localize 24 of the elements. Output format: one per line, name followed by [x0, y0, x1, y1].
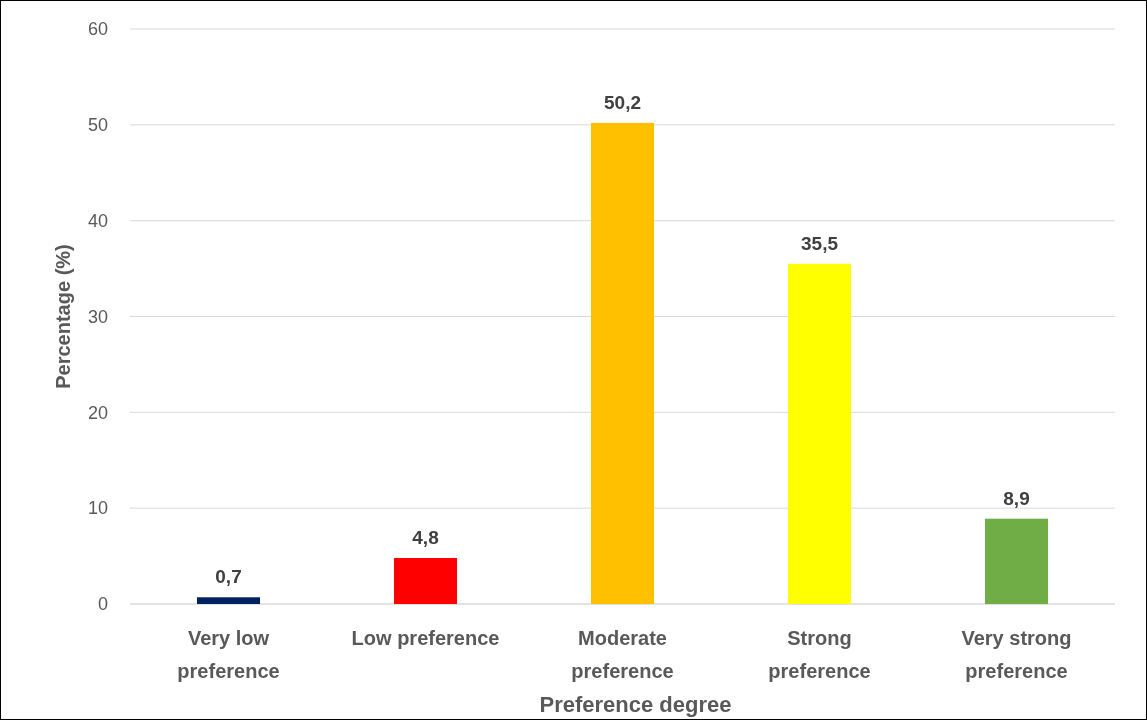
data-label: 0,7 — [215, 566, 242, 588]
y-axis-title: Percentage (%) — [52, 244, 74, 389]
y-tick-label: 30 — [87, 306, 108, 327]
data-label: 35,5 — [801, 232, 839, 254]
bar — [984, 518, 1049, 604]
bar — [196, 597, 261, 604]
x-tick-label: Moderate preference — [571, 627, 674, 682]
bar — [590, 122, 655, 604]
x-axis-title: Preference degree — [539, 692, 732, 717]
y-tick-label: 20 — [87, 402, 108, 423]
y-tick-label: 0 — [97, 594, 108, 615]
data-label: 50,2 — [604, 91, 641, 113]
bar — [787, 263, 852, 604]
y-tick-label: 60 — [87, 19, 108, 40]
x-tick-label: Very strong preference — [961, 627, 1072, 682]
bar — [393, 558, 458, 604]
data-label: 8,9 — [1003, 487, 1030, 509]
y-tick-label: 50 — [87, 115, 108, 136]
x-tick-label: Low preference — [351, 627, 500, 649]
x-tick-label: Very low preference — [177, 627, 280, 682]
y-tick-label: 40 — [87, 210, 108, 231]
x-tick-label: Strong preference — [768, 627, 871, 682]
y-tick-label: 10 — [87, 498, 108, 519]
data-label: 4,8 — [412, 527, 439, 548]
